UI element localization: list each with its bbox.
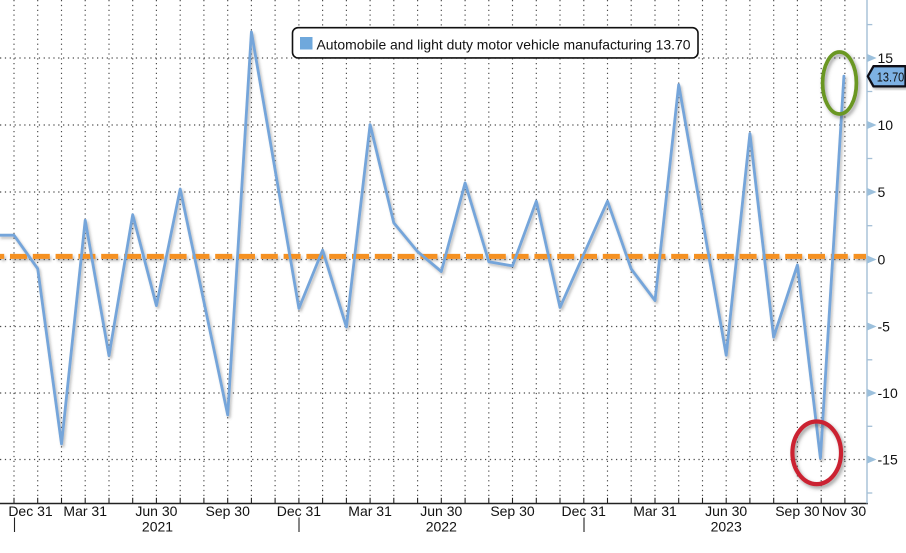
svg-text:15: 15 xyxy=(878,50,894,66)
svg-text:Dec 31: Dec 31 xyxy=(562,503,607,519)
svg-text:Automobile and light duty moto: Automobile and light duty motor vehicle … xyxy=(317,36,691,52)
svg-text:10: 10 xyxy=(878,117,894,133)
svg-text:5: 5 xyxy=(878,184,886,200)
svg-text:-15: -15 xyxy=(878,452,898,468)
svg-text:Sep 30: Sep 30 xyxy=(206,503,251,519)
svg-text:Jun 30: Jun 30 xyxy=(420,503,462,519)
svg-text:Sep 30: Sep 30 xyxy=(775,503,820,519)
svg-text:Jun 30: Jun 30 xyxy=(705,503,747,519)
svg-text:Dec 31: Dec 31 xyxy=(277,503,322,519)
svg-text:Nov 30: Nov 30 xyxy=(822,503,867,519)
svg-text:13.70: 13.70 xyxy=(877,69,905,84)
svg-text:-5: -5 xyxy=(878,319,891,335)
svg-text:Mar 31: Mar 31 xyxy=(348,503,392,519)
svg-text:Sep 30: Sep 30 xyxy=(490,503,535,519)
svg-text:-10: -10 xyxy=(878,385,898,401)
svg-text:Mar 31: Mar 31 xyxy=(63,503,107,519)
svg-text:Mar 31: Mar 31 xyxy=(633,503,677,519)
svg-text:Dec 31: Dec 31 xyxy=(8,503,53,519)
svg-text:0: 0 xyxy=(878,252,886,268)
svg-text:2023: 2023 xyxy=(711,519,742,535)
svg-text:Jun 30: Jun 30 xyxy=(135,503,177,519)
svg-text:2022: 2022 xyxy=(426,519,457,535)
svg-text:2021: 2021 xyxy=(142,519,173,535)
